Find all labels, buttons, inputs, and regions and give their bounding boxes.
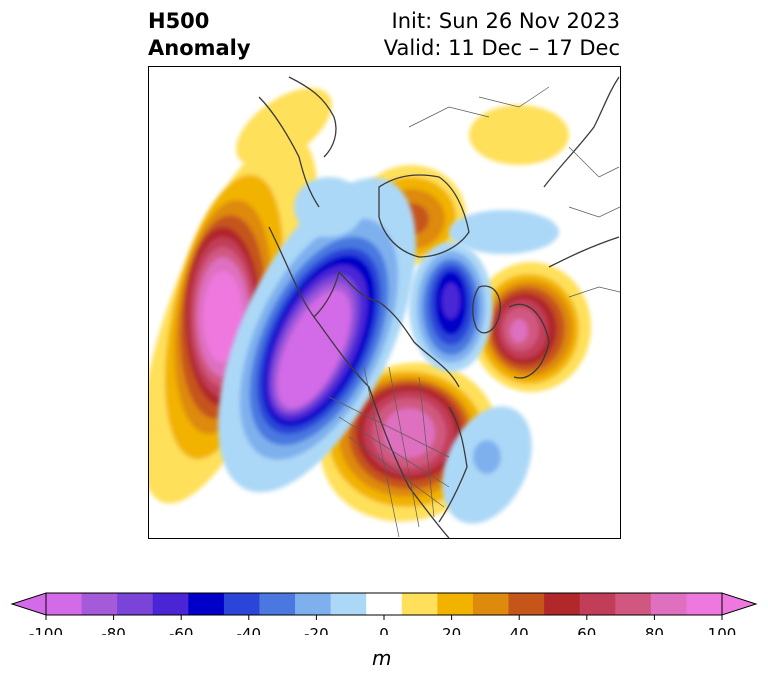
political-borders — [328, 86, 620, 538]
colorbar-swatch — [579, 593, 616, 615]
colorbar-swatch — [366, 593, 403, 615]
colorbar-swatch — [508, 593, 545, 615]
colorbar-tick-label: 100 — [708, 625, 737, 635]
title-kind: Anomaly — [148, 36, 251, 60]
colorbar-swatch — [46, 593, 83, 615]
colorbar-tick-label: 0 — [379, 625, 389, 635]
colorbar-tick-label: -40 — [237, 625, 262, 635]
colorbar-tick-label: 20 — [442, 625, 461, 635]
colorbar-tick-label: 40 — [510, 625, 529, 635]
colorbar-swatch — [259, 593, 296, 615]
colorbar-swatch — [330, 593, 367, 615]
colorbar-tick-label: -20 — [304, 625, 329, 635]
colorbar-swatch — [401, 593, 438, 615]
colorbar-extend-low — [10, 592, 47, 616]
colorbar-tick-label: -100 — [29, 625, 63, 635]
colorbar-swatch — [650, 593, 687, 615]
colorbar-swatch — [295, 593, 332, 615]
north-atlantic-trough — [409, 242, 493, 372]
title-left: H500 Anomaly — [148, 8, 251, 62]
title-field: H500 — [148, 9, 210, 33]
colorbar-swatch — [152, 593, 189, 615]
colorbar-swatch — [188, 593, 225, 615]
colorbar-swatch — [223, 593, 260, 615]
init-time: Init: Sun 26 Nov 2023 — [391, 9, 620, 33]
coastlines — [258, 76, 620, 538]
colorbar-extend-high — [721, 592, 758, 616]
colorbar-swatch — [472, 593, 510, 615]
valid-range: Valid: 11 Dec – 17 Dec — [383, 36, 620, 60]
colorbar-tick-label: -80 — [101, 625, 126, 635]
subtropical-atlantic-trough — [442, 406, 532, 524]
central-us-ridge — [320, 362, 498, 522]
alaska-ridge-tail — [236, 87, 332, 167]
colorbar: -100 -80 -60 -40 -20 0 20 40 60 80 100 — [10, 592, 758, 635]
colorbar-swatch — [117, 593, 154, 615]
anomaly-map — [148, 66, 621, 539]
colorbar-unit: m — [372, 646, 392, 670]
colorbar-swatch — [437, 593, 474, 615]
colorbar-tick-label: 80 — [645, 625, 664, 635]
arctic-ridge — [469, 105, 569, 165]
colorbar-tick-label: -60 — [169, 625, 194, 635]
northeast-pacific-trough — [218, 177, 416, 493]
colorbar-swatch — [615, 593, 652, 615]
scandinavia-ridge — [471, 262, 591, 392]
colorbar-swatch — [544, 593, 581, 615]
labrador-trough — [294, 177, 559, 254]
colorbar-tick-label: 60 — [577, 625, 596, 635]
title-right: Init: Sun 26 Nov 2023 Valid: 11 Dec – 17… — [384, 8, 620, 62]
colorbar-swatch — [81, 593, 118, 615]
colorbar-swatch — [686, 593, 723, 615]
